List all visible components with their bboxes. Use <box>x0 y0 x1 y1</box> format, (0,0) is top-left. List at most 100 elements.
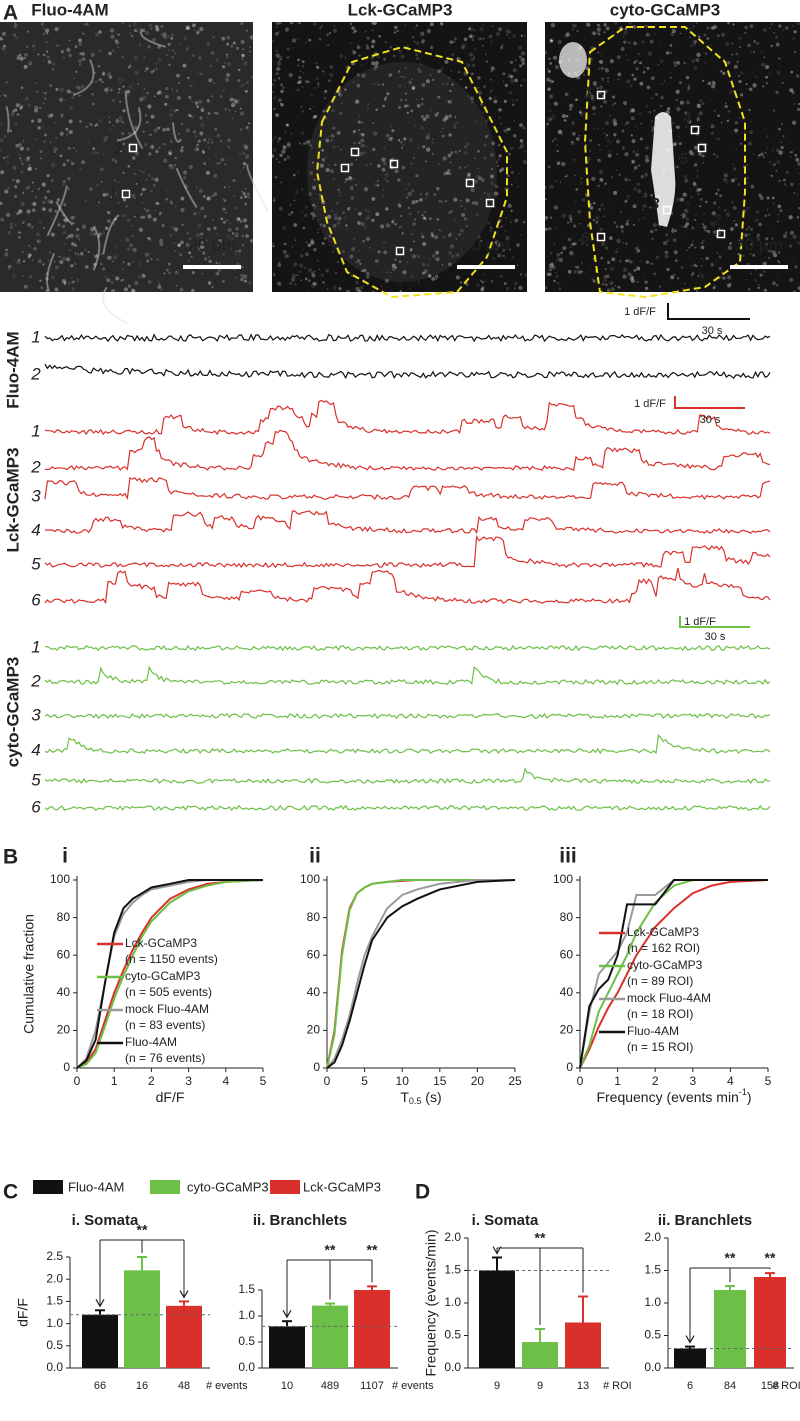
speckle <box>592 279 596 283</box>
speckle <box>480 102 483 106</box>
speckle <box>302 86 304 88</box>
speckle <box>287 255 290 258</box>
speckle <box>171 88 173 90</box>
speckle <box>145 91 149 95</box>
speckle <box>547 165 551 169</box>
speckle <box>582 198 586 202</box>
speckle <box>301 248 304 251</box>
speckle <box>775 42 780 47</box>
speckle <box>642 70 646 74</box>
speckle <box>202 72 205 74</box>
speckle <box>46 55 50 59</box>
speckle <box>555 272 557 274</box>
speckle <box>742 254 745 258</box>
speckle <box>654 228 658 232</box>
speckle <box>675 98 678 101</box>
speckle <box>100 180 103 183</box>
speckle <box>87 250 90 254</box>
speckle <box>435 256 440 262</box>
speckle <box>407 182 410 186</box>
speckle <box>336 201 339 205</box>
legend-label: cyto-GCaMP3 <box>187 1179 269 1194</box>
speckle <box>81 160 86 165</box>
speckle <box>399 141 403 146</box>
speckle <box>286 155 291 160</box>
speckle <box>665 233 669 236</box>
speckle <box>746 206 750 210</box>
speckle <box>357 289 362 294</box>
speckle <box>62 180 66 184</box>
speckle <box>790 150 794 154</box>
speckle <box>5 80 8 84</box>
speckle <box>213 174 218 178</box>
speckle <box>510 170 515 175</box>
speckle <box>595 215 600 221</box>
speckle <box>575 188 579 191</box>
speckle <box>120 150 122 153</box>
speckle <box>59 87 64 92</box>
speckle <box>203 138 207 142</box>
speckle <box>215 58 219 62</box>
speckle <box>102 137 105 139</box>
speckle <box>423 210 427 214</box>
speckle <box>556 161 561 166</box>
speckle <box>294 190 299 194</box>
speckle <box>70 161 75 166</box>
count-unit: # ROI <box>772 1380 800 1392</box>
speckle <box>422 216 426 220</box>
speckle <box>732 206 737 210</box>
speckle <box>19 56 24 61</box>
speckle <box>747 87 750 90</box>
speckle <box>304 204 306 206</box>
speckle <box>98 49 101 53</box>
speckle <box>278 153 283 157</box>
speckle <box>491 141 496 146</box>
speckle <box>28 244 31 247</box>
speckle <box>71 287 75 291</box>
speckle <box>597 159 600 162</box>
speckle <box>674 259 678 262</box>
speckle <box>420 126 424 130</box>
speckle <box>27 223 32 227</box>
speckle <box>699 272 702 275</box>
speckle <box>468 27 471 31</box>
speckle <box>406 45 409 48</box>
speckle <box>37 126 41 130</box>
bar <box>312 1305 348 1368</box>
speckle <box>59 131 64 136</box>
speckle <box>613 190 618 195</box>
speckle <box>297 64 300 67</box>
speckle <box>296 38 299 41</box>
speckle <box>283 249 287 254</box>
speckle <box>600 54 602 56</box>
speckle <box>713 71 715 73</box>
speckle <box>513 287 517 290</box>
speckle <box>732 163 735 166</box>
speckle <box>421 64 423 66</box>
speckle <box>61 256 67 262</box>
speckle <box>148 152 152 156</box>
y-tick-label: 1.0 <box>444 1295 461 1309</box>
speckle <box>98 201 100 204</box>
speckle <box>630 107 635 113</box>
speckle <box>326 33 329 37</box>
x-axis-label-text: (s) <box>421 1089 441 1105</box>
y-tick-label: 0.0 <box>46 1360 63 1374</box>
speckle <box>797 172 800 175</box>
speckle <box>341 102 343 105</box>
speckle <box>748 233 751 236</box>
speckle <box>114 39 119 43</box>
speckle <box>349 162 354 167</box>
speckle <box>726 182 729 184</box>
speckle <box>451 53 454 56</box>
speckle <box>200 122 205 128</box>
speckle <box>26 156 31 160</box>
cumulative-curve <box>326 879 516 1069</box>
trace <box>44 733 771 755</box>
speckle <box>339 194 341 197</box>
speckle <box>21 114 24 117</box>
speckle <box>365 209 367 211</box>
speckle <box>631 160 635 164</box>
speckle <box>397 202 401 207</box>
speckle <box>453 40 456 44</box>
